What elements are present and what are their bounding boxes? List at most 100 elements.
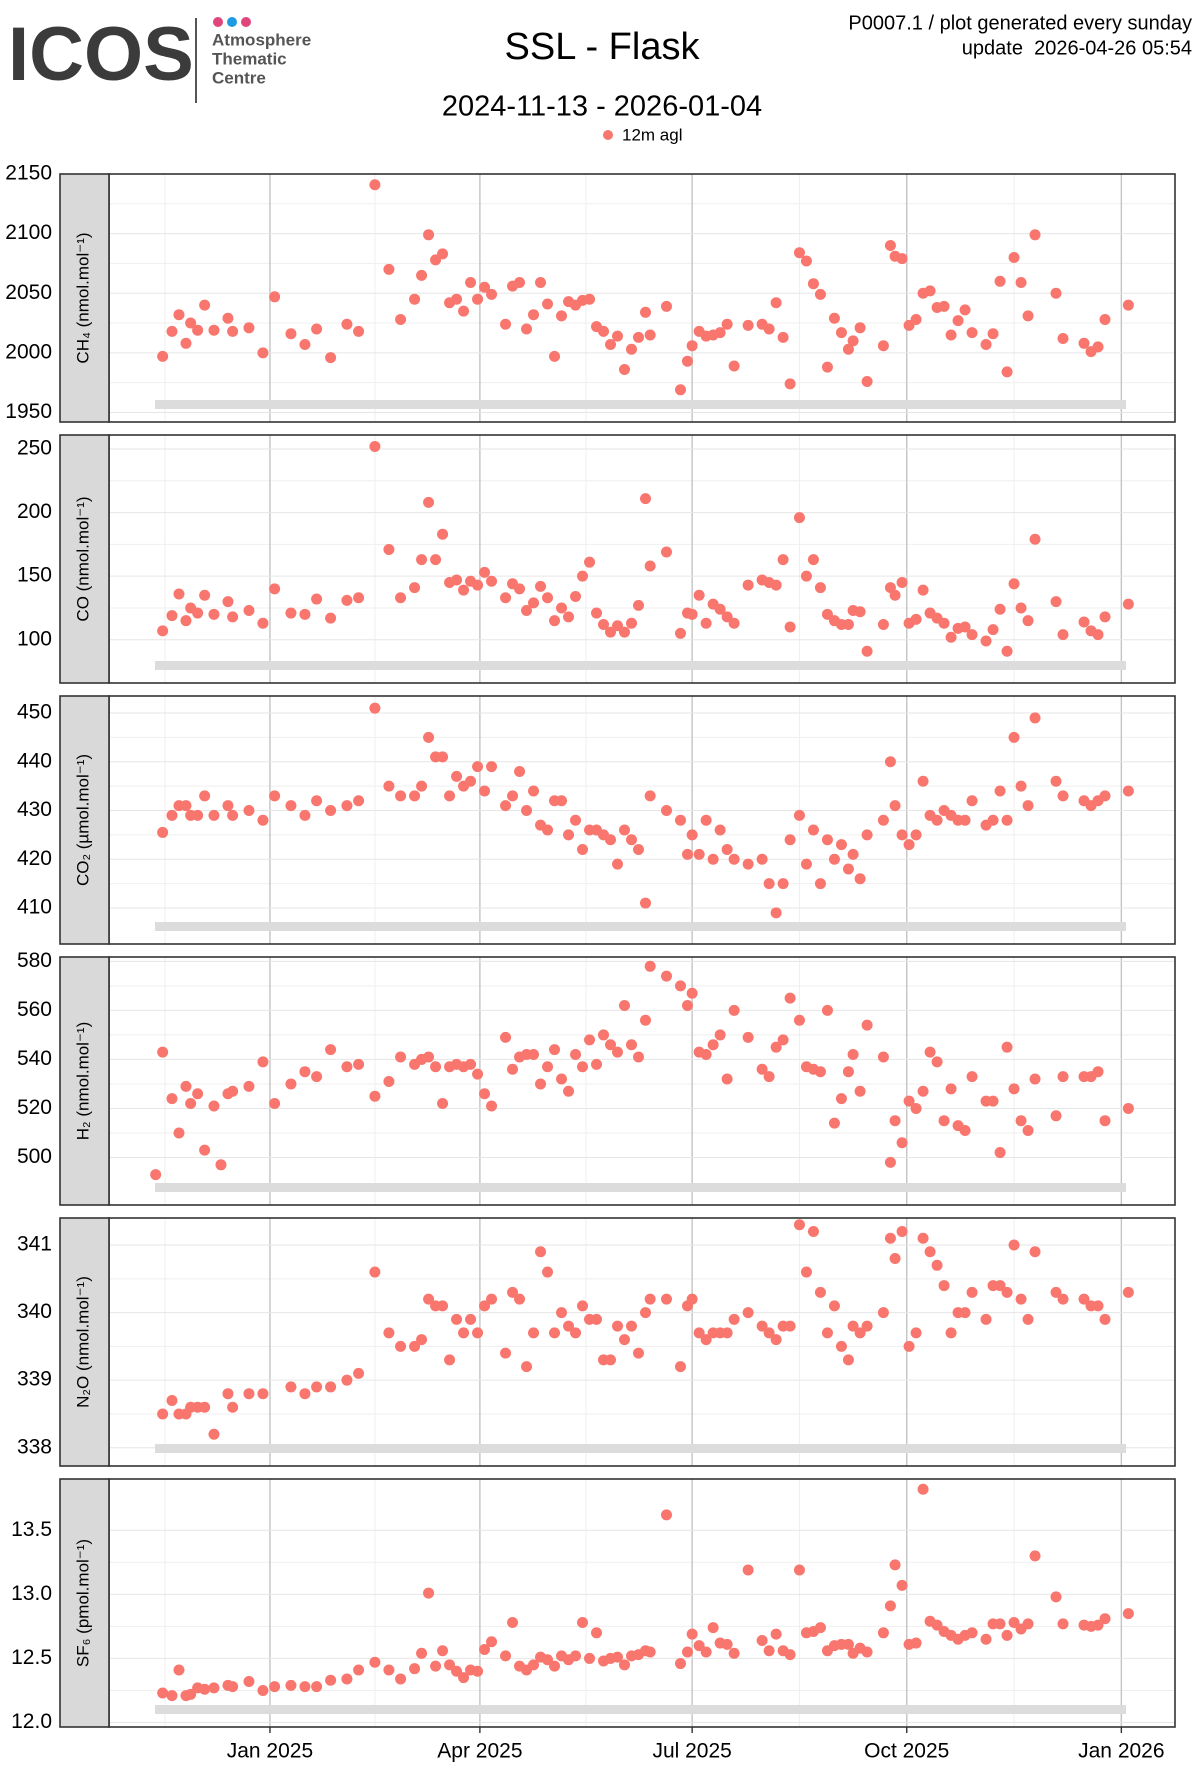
data-point xyxy=(444,1354,456,1366)
data-point xyxy=(854,322,866,334)
data-point xyxy=(269,1098,281,1110)
data-point xyxy=(854,1327,866,1339)
data-point xyxy=(777,878,789,890)
data-point xyxy=(756,1063,768,1075)
data-point xyxy=(756,853,768,865)
data-point xyxy=(451,1665,463,1677)
y-tick-label: 1950 xyxy=(5,400,52,423)
data-point xyxy=(563,1085,575,1097)
data-point xyxy=(884,240,896,252)
coverage-bar xyxy=(155,1444,1126,1453)
data-point xyxy=(660,804,672,816)
data-point xyxy=(185,1688,197,1700)
data-point xyxy=(486,1293,498,1305)
data-point xyxy=(299,339,311,350)
data-point xyxy=(1022,1618,1034,1630)
panel-background xyxy=(109,435,1175,683)
data-point xyxy=(395,592,407,604)
data-point xyxy=(570,814,582,826)
data-point xyxy=(257,1056,269,1068)
data-point xyxy=(896,253,908,265)
data-point xyxy=(728,617,740,629)
data-point xyxy=(619,824,631,836)
data-point xyxy=(285,328,297,340)
data-point xyxy=(479,281,491,293)
data-point xyxy=(173,1664,185,1676)
data-point xyxy=(1092,1619,1104,1631)
data-point xyxy=(633,331,645,343)
data-point xyxy=(479,566,491,578)
data-point xyxy=(889,589,901,601)
data-point xyxy=(828,312,840,324)
data-point xyxy=(714,824,726,836)
strip xyxy=(59,1217,110,1467)
x-tick-label: Jul 2025 xyxy=(652,1740,731,1763)
y-axis-label: CH₄ (nmol.mol⁻¹) xyxy=(73,232,92,363)
data-point xyxy=(269,583,281,595)
legend-label: 12m agl xyxy=(622,125,682,144)
data-point xyxy=(285,1381,297,1393)
data-point xyxy=(1050,596,1062,608)
data-point xyxy=(633,843,645,855)
y-tick-label: 540 xyxy=(17,1047,52,1070)
data-point xyxy=(1022,800,1034,812)
data-point xyxy=(1029,1073,1041,1085)
data-point xyxy=(500,1031,512,1043)
data-point xyxy=(528,1049,540,1061)
data-point xyxy=(917,1483,929,1495)
data-point xyxy=(910,1327,922,1339)
data-point xyxy=(847,848,859,860)
data-point xyxy=(686,987,698,999)
data-point xyxy=(243,1388,255,1400)
data-point xyxy=(1099,790,1111,802)
data-point xyxy=(577,1300,589,1312)
data-point xyxy=(285,607,297,619)
data-point xyxy=(577,1617,589,1629)
y-axis-label: SF₆ (pmol.mol⁻¹) xyxy=(73,1539,92,1667)
data-point xyxy=(828,853,840,865)
data-point xyxy=(285,800,297,812)
data-point xyxy=(626,1039,638,1051)
data-point xyxy=(479,1300,491,1312)
data-point xyxy=(208,1682,220,1694)
data-point xyxy=(807,1226,819,1238)
data-point xyxy=(877,340,889,352)
data-point xyxy=(770,907,782,919)
data-point xyxy=(686,1293,698,1305)
data-point xyxy=(959,1125,971,1137)
data-point xyxy=(884,1600,896,1612)
y-tick-label: 340 xyxy=(17,1300,52,1323)
data-point xyxy=(1001,645,1013,657)
data-point xyxy=(437,1098,449,1110)
data-point xyxy=(842,1354,854,1366)
data-point xyxy=(910,1637,922,1649)
data-point xyxy=(166,1394,178,1406)
y-tick-label: 520 xyxy=(17,1096,52,1119)
y-tick-label: 12.0 xyxy=(11,1710,52,1733)
data-point xyxy=(910,829,922,841)
data-point xyxy=(877,1051,889,1063)
data-point xyxy=(605,834,617,846)
data-point xyxy=(549,1044,561,1056)
data-point xyxy=(910,613,922,625)
data-point xyxy=(458,584,470,596)
data-point xyxy=(437,528,449,540)
data-point xyxy=(549,350,561,362)
data-point xyxy=(835,1093,847,1105)
data-point xyxy=(514,766,526,778)
data-point xyxy=(966,795,978,807)
data-point xyxy=(416,1647,428,1659)
data-point xyxy=(674,384,686,396)
strip xyxy=(59,434,110,684)
data-point xyxy=(577,570,589,582)
data-point xyxy=(686,608,698,620)
data-point xyxy=(952,315,964,327)
data-point xyxy=(1008,1239,1020,1251)
data-point xyxy=(1122,1286,1134,1298)
data-point xyxy=(208,608,220,620)
data-point xyxy=(674,814,686,826)
data-point xyxy=(437,1300,449,1312)
data-point xyxy=(966,1071,978,1083)
data-point xyxy=(542,298,554,310)
x-tick-label: Oct 2025 xyxy=(864,1740,949,1763)
